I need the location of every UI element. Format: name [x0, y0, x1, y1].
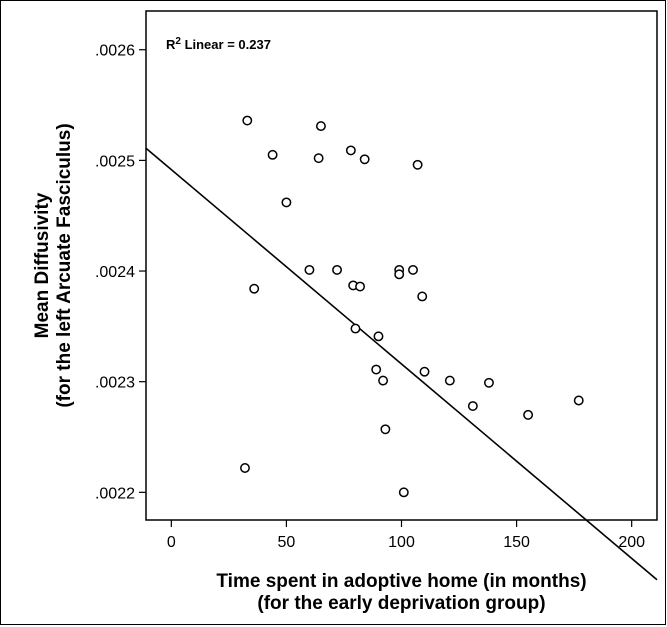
data-point	[242, 115, 253, 126]
y-axis-title: Mean Diffusivity	[32, 192, 53, 338]
data-point	[380, 424, 391, 435]
data-point	[240, 463, 250, 473]
x-axis-subtitle: (for the early deprivation group)	[257, 593, 545, 614]
data-point	[345, 145, 356, 156]
data-point	[378, 375, 389, 386]
data-point	[398, 487, 409, 498]
data-point	[350, 323, 361, 334]
y-tick-label: .0022	[95, 485, 135, 502]
plot-area	[145, 10, 658, 521]
data-point	[313, 153, 324, 164]
data-point	[304, 264, 315, 275]
data-point	[371, 364, 382, 375]
data-point	[419, 366, 430, 377]
data-point	[355, 281, 366, 292]
data-point	[394, 269, 405, 280]
data-point	[484, 377, 494, 388]
data-point	[332, 264, 342, 275]
x-tick-label: 50	[278, 534, 296, 551]
y-axis-subtitle: (for the left Arcuate Fasciculus)	[54, 123, 75, 407]
y-tick-label: .0026	[95, 43, 135, 60]
x-tick-label: 200	[618, 534, 645, 551]
data-point	[573, 395, 584, 406]
x-tick-label: 0	[167, 534, 176, 551]
data-point	[359, 154, 370, 165]
data-point	[373, 331, 384, 342]
r-squared-annotation: R2 Linear = 0.237	[166, 36, 271, 52]
x-axis-title: Time spent in adoptive home (in months)	[216, 571, 586, 592]
data-point	[249, 283, 260, 294]
data-point	[412, 159, 423, 170]
data-point	[408, 264, 418, 275]
y-axis-ticks: .0022 .0023 .0024 .0025 .0026	[95, 43, 146, 502]
x-tick-label: 150	[503, 534, 530, 551]
data-point	[281, 197, 292, 208]
data-point	[417, 291, 428, 302]
data-point	[267, 149, 278, 160]
y-tick-label: .0023	[95, 375, 135, 392]
data-point	[467, 401, 478, 411]
x-tick-label: 100	[388, 534, 415, 551]
y-tick-label: .0024	[95, 264, 135, 281]
data-point	[523, 409, 534, 420]
y-tick-label: .0025	[95, 153, 135, 170]
data-points	[240, 115, 584, 498]
linear-fit-line	[145, 147, 658, 581]
data-point	[444, 375, 455, 386]
x-axis-ticks: 0 50 100 150 200	[167, 520, 645, 551]
data-point	[315, 121, 326, 132]
